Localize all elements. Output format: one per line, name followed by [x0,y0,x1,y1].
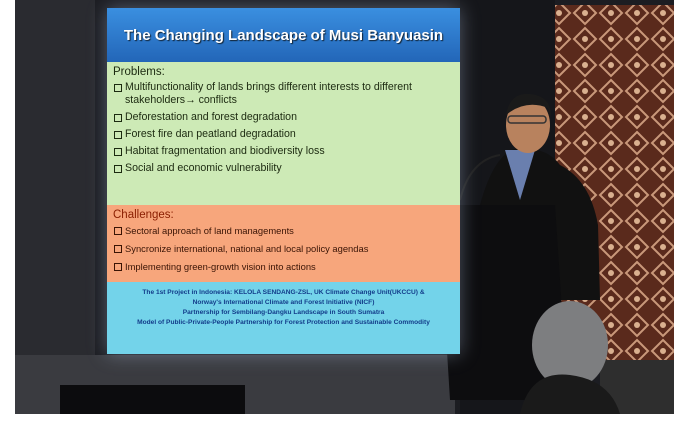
problem-item: Deforestation and forest degradation [113,111,454,124]
footer-line: The 1st Project in Indonesia: KELOLA SEN… [111,288,456,298]
footer-line: Norway's International Climate and Fores… [111,298,456,308]
projected-slide: The Changing Landscape of Musi Banyuasin… [107,8,460,354]
challenges-box: Challenges: Sectoral approach of land ma… [107,205,460,282]
slide-title: The Changing Landscape of Musi Banyuasin [107,8,460,62]
monitor [60,385,245,414]
problem-item: Forest fire dan peatland degradation [113,128,454,141]
problem-item: Habitat fragmentation and biodiversity l… [113,145,454,158]
footer-line: Model of Public-Private-People Partnersh… [111,318,456,328]
challenges-heading: Challenges: [113,209,454,221]
footer-line: Partnership for Sembilang-Dangku Landsca… [111,308,456,318]
challenge-item: Implementing green-growth vision into ac… [113,260,454,273]
footer-box: The 1st Project in Indonesia: KELOLA SEN… [107,282,460,354]
problem-item: Multifunctionality of lands brings diffe… [113,81,454,107]
page: The Changing Landscape of Musi Banyuasin… [0,0,674,424]
problem-item: Social and economic vulnerability [113,162,454,175]
problems-heading: Problems: [113,66,454,78]
problems-box: Problems: Multifunctionality of lands br… [107,62,460,205]
challenge-item: Syncronize international, national and l… [113,242,454,255]
wall-left [15,0,95,414]
challenge-item: Sectoral approach of land managements [113,224,454,237]
